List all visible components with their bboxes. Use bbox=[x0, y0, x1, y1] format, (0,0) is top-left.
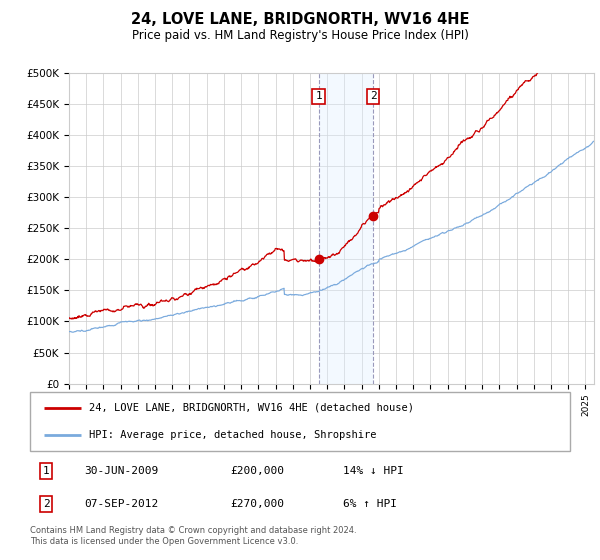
Text: 2: 2 bbox=[370, 91, 377, 101]
Text: 1: 1 bbox=[315, 91, 322, 101]
Text: 2: 2 bbox=[43, 499, 50, 509]
Text: HPI: Average price, detached house, Shropshire: HPI: Average price, detached house, Shro… bbox=[89, 430, 377, 440]
Bar bbox=[319, 73, 373, 384]
Text: 1: 1 bbox=[43, 466, 50, 476]
Text: Price paid vs. HM Land Registry's House Price Index (HPI): Price paid vs. HM Land Registry's House … bbox=[131, 29, 469, 42]
Text: 24, LOVE LANE, BRIDGNORTH, WV16 4HE (detached house): 24, LOVE LANE, BRIDGNORTH, WV16 4HE (det… bbox=[89, 403, 415, 413]
Text: 14% ↓ HPI: 14% ↓ HPI bbox=[343, 466, 404, 476]
Text: 07-SEP-2012: 07-SEP-2012 bbox=[84, 499, 158, 509]
Text: 6% ↑ HPI: 6% ↑ HPI bbox=[343, 499, 397, 509]
Text: £270,000: £270,000 bbox=[230, 499, 284, 509]
Text: Contains HM Land Registry data © Crown copyright and database right 2024.
This d: Contains HM Land Registry data © Crown c… bbox=[30, 526, 356, 546]
Text: £200,000: £200,000 bbox=[230, 466, 284, 476]
FancyBboxPatch shape bbox=[30, 392, 570, 451]
Text: 30-JUN-2009: 30-JUN-2009 bbox=[84, 466, 158, 476]
Text: 24, LOVE LANE, BRIDGNORTH, WV16 4HE: 24, LOVE LANE, BRIDGNORTH, WV16 4HE bbox=[131, 12, 469, 27]
